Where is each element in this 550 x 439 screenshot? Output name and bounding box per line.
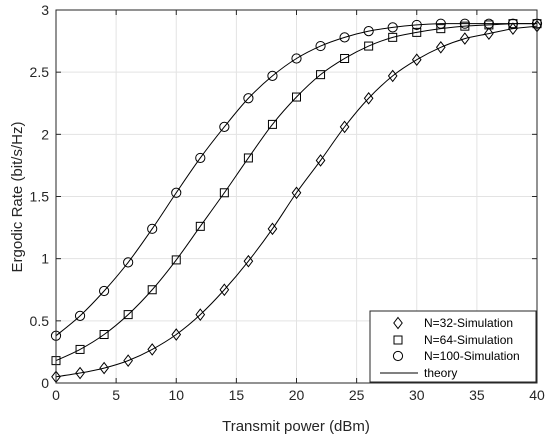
x-tick-label: 30 [409, 387, 425, 403]
data-point-diamond [123, 354, 133, 367]
data-point-square [316, 70, 326, 80]
legend-label: N=32-Simulation [424, 316, 513, 330]
data-point-circle [291, 53, 302, 64]
data-point-diamond [363, 91, 374, 105]
y-tick-label: 1 [41, 251, 49, 267]
x-tick-label: 20 [289, 387, 305, 403]
data-point-circle [435, 18, 446, 29]
data-point-diamond [387, 69, 398, 83]
data-point-diamond [195, 308, 206, 321]
theory-curve [55, 23, 537, 337]
y-tick-label: 0.5 [30, 313, 50, 329]
data-point-diamond [315, 154, 326, 167]
x-tick-label: 35 [469, 387, 485, 403]
data-point-circle [123, 257, 134, 268]
data-point-diamond [411, 53, 422, 67]
data-point-diamond [435, 40, 446, 54]
legend-label: N=64-Simulation [424, 333, 513, 347]
data-point-circle [74, 310, 86, 321]
data-point-diamond [147, 343, 158, 356]
data-point-square [267, 119, 277, 129]
legend-label: N=100-Simulation [424, 349, 520, 363]
data-point-diamond [171, 328, 182, 341]
y-tick-label: 1.5 [30, 189, 50, 205]
grid-lines [56, 10, 537, 383]
data-point-circle [339, 32, 350, 43]
data-point-circle [507, 18, 519, 29]
data-point-circle [195, 152, 206, 164]
data-point-diamond [219, 283, 230, 297]
data-point-circle [99, 285, 110, 297]
data-point-diamond [291, 186, 302, 200]
data-point-diamond [484, 27, 494, 40]
theory-curve [55, 25, 538, 378]
y-tick-label: 2.5 [30, 64, 50, 80]
x-tick-label: 15 [229, 387, 245, 403]
data-point-square [292, 92, 301, 102]
data-point-square [147, 285, 157, 295]
data-point-square [195, 221, 205, 231]
data-point-square [219, 188, 229, 198]
data-point-circle [387, 22, 398, 33]
legend-label-theory: theory [424, 366, 457, 380]
data-point-circle [483, 18, 494, 29]
data-point-circle [411, 19, 422, 31]
data-point-square [412, 27, 422, 37]
data-point-circle [315, 40, 326, 52]
data-point-square [123, 310, 133, 320]
x-tick-label: 5 [112, 387, 120, 403]
x-axis-label: Transmit power (dBm) [222, 418, 370, 435]
data-point-circle [243, 93, 254, 104]
theory-curve [55, 23, 538, 362]
data-point-diamond [460, 32, 470, 45]
legend-marker-square [393, 335, 403, 345]
data-point-diamond [508, 22, 518, 35]
data-point-diamond [99, 361, 109, 375]
data-point-circle [147, 223, 158, 234]
data-point-square [243, 153, 253, 163]
data-point-square [340, 53, 350, 63]
x-tick-label: 25 [349, 387, 365, 403]
data-point-diamond [267, 222, 278, 236]
y-axis-label: Ergodic Rate (bit/s/Hz) [9, 122, 26, 273]
data-point-diamond [339, 120, 350, 134]
data-point-circle [267, 70, 278, 81]
y-tick-label: 0 [41, 375, 49, 391]
legend-box [369, 310, 537, 383]
data-point-circle [459, 18, 470, 29]
data-point-square [436, 24, 446, 34]
y-tick-label: 2 [41, 126, 49, 142]
legend: N=32-Simulation N=64-Simulation N=100-Simu… [369, 310, 537, 383]
legend-marker-circle [392, 350, 404, 362]
data-point-circle [363, 26, 374, 37]
data-point-square [364, 41, 374, 51]
theory-curves [55, 23, 538, 378]
y-tick-label: 3 [41, 2, 49, 18]
data-point-square [171, 255, 181, 265]
data-point-circle [171, 187, 182, 198]
legend-marker-diamond [393, 316, 403, 330]
x-tick-label: 40 [529, 387, 545, 403]
data-point-diamond [243, 254, 254, 268]
x-tick-label: 0 [52, 387, 60, 403]
data-point-square [99, 330, 109, 340]
data-point-circle [219, 121, 230, 132]
y-axis-ticks: 0 0.5 1 1.5 2 2.5 3 [30, 2, 537, 391]
x-tick-label: 10 [168, 387, 184, 403]
data-point-square [75, 344, 85, 354]
data-point-square [508, 19, 518, 29]
data-point-square [388, 32, 398, 42]
data-point-diamond [75, 366, 85, 380]
